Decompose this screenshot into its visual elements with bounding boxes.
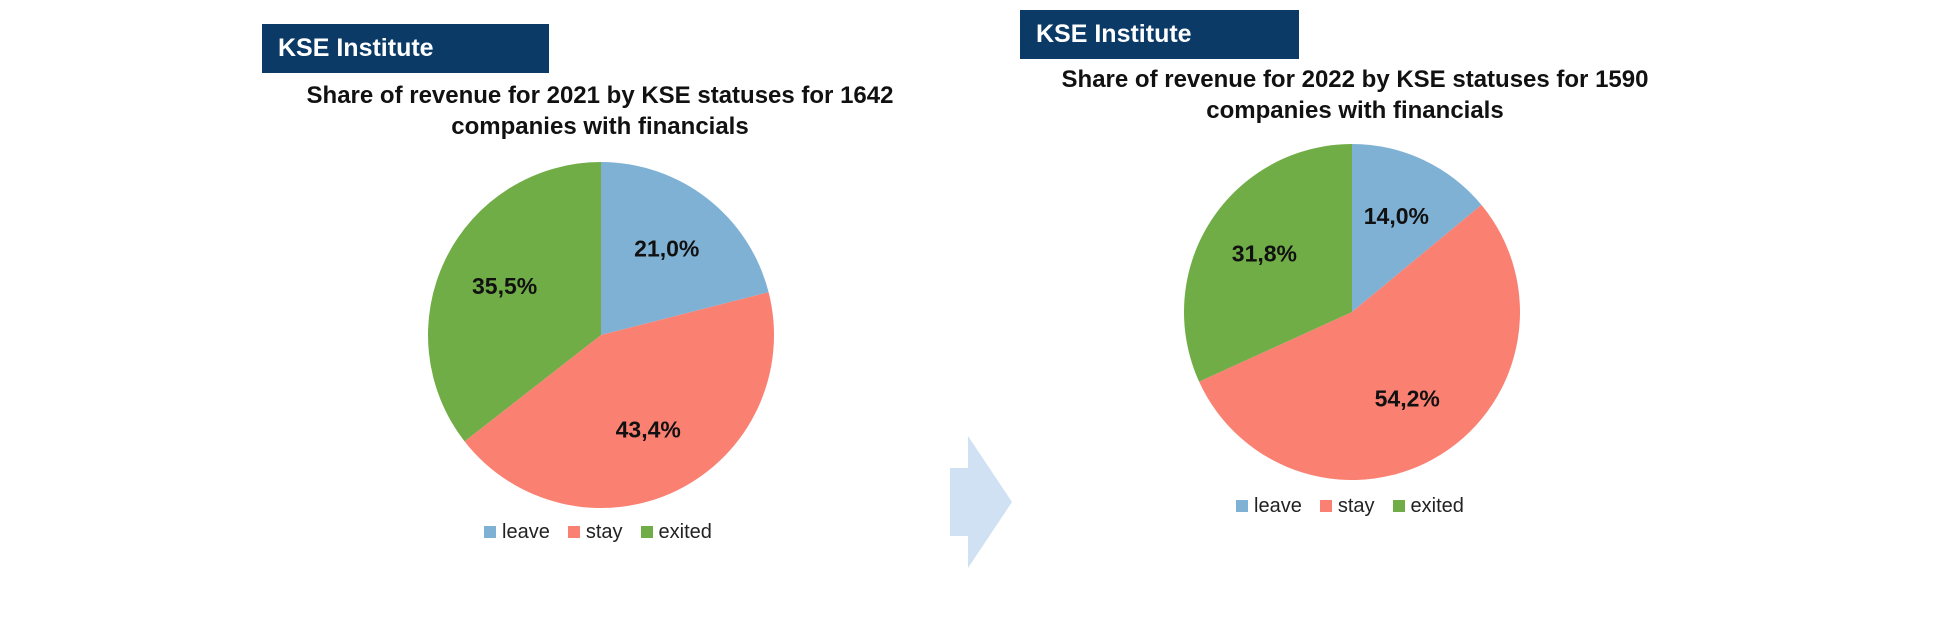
data-label-stay: 54,2% bbox=[1375, 385, 1440, 411]
legend-2022: leave stay exited bbox=[1236, 494, 1482, 518]
pie-slice-exited bbox=[428, 162, 601, 442]
pie-slice-leave bbox=[1352, 144, 1482, 312]
legend-label-exited: exited bbox=[1410, 495, 1464, 517]
legend-item-exited: exited bbox=[640, 520, 712, 544]
legend-label-stay: stay bbox=[585, 521, 623, 543]
pie-slice-stay bbox=[1199, 204, 1520, 481]
data-label-leave: 14,0% bbox=[1364, 203, 1429, 229]
pie-slice-exited bbox=[1184, 144, 1352, 382]
legend-label-leave: leave bbox=[502, 521, 550, 543]
legend-swatch-exited bbox=[1392, 500, 1405, 512]
legend-item-exited: exited bbox=[1392, 494, 1464, 518]
pie-chart-2022: 14,0% 54,2% 31,8% bbox=[1184, 144, 1520, 481]
legend-swatch-leave bbox=[484, 526, 496, 538]
data-label-exited: 31,8% bbox=[1232, 241, 1297, 267]
legend-label-exited: exited bbox=[658, 521, 712, 543]
chart-title-2021: Share of revenue for 2021 by KSE statuse… bbox=[306, 82, 894, 140]
data-label-stay: 43,4% bbox=[616, 416, 681, 442]
pie-slice-stay bbox=[464, 292, 774, 508]
brand-badge-right: KSE Institute bbox=[1020, 10, 1299, 59]
legend-item-leave: leave bbox=[484, 520, 550, 544]
legend-label-leave: leave bbox=[1254, 495, 1302, 517]
legend-label-stay: stay bbox=[1337, 495, 1375, 517]
brand-badge-left: KSE Institute bbox=[262, 24, 549, 73]
data-label-leave: 21,0% bbox=[634, 235, 699, 261]
chart-title-2022: Share of revenue for 2022 by KSE statuse… bbox=[1061, 66, 1649, 124]
legend-swatch-exited bbox=[640, 526, 653, 538]
legend-item-stay: stay bbox=[567, 520, 623, 544]
legend-item-leave: leave bbox=[1236, 494, 1302, 518]
legend-item-stay: stay bbox=[1319, 494, 1375, 518]
data-label-exited: 35,5% bbox=[472, 273, 537, 299]
legend-swatch-leave bbox=[1236, 500, 1248, 512]
legend-swatch-stay bbox=[1319, 500, 1332, 512]
legend-swatch-stay bbox=[567, 526, 580, 538]
arrow-right-icon bbox=[950, 436, 1012, 568]
legend-2021: leave stay exited bbox=[484, 520, 730, 544]
pie-chart-2021: 21,0% 43,4% 35,5% bbox=[428, 162, 774, 508]
pie-slice-leave bbox=[601, 162, 769, 335]
